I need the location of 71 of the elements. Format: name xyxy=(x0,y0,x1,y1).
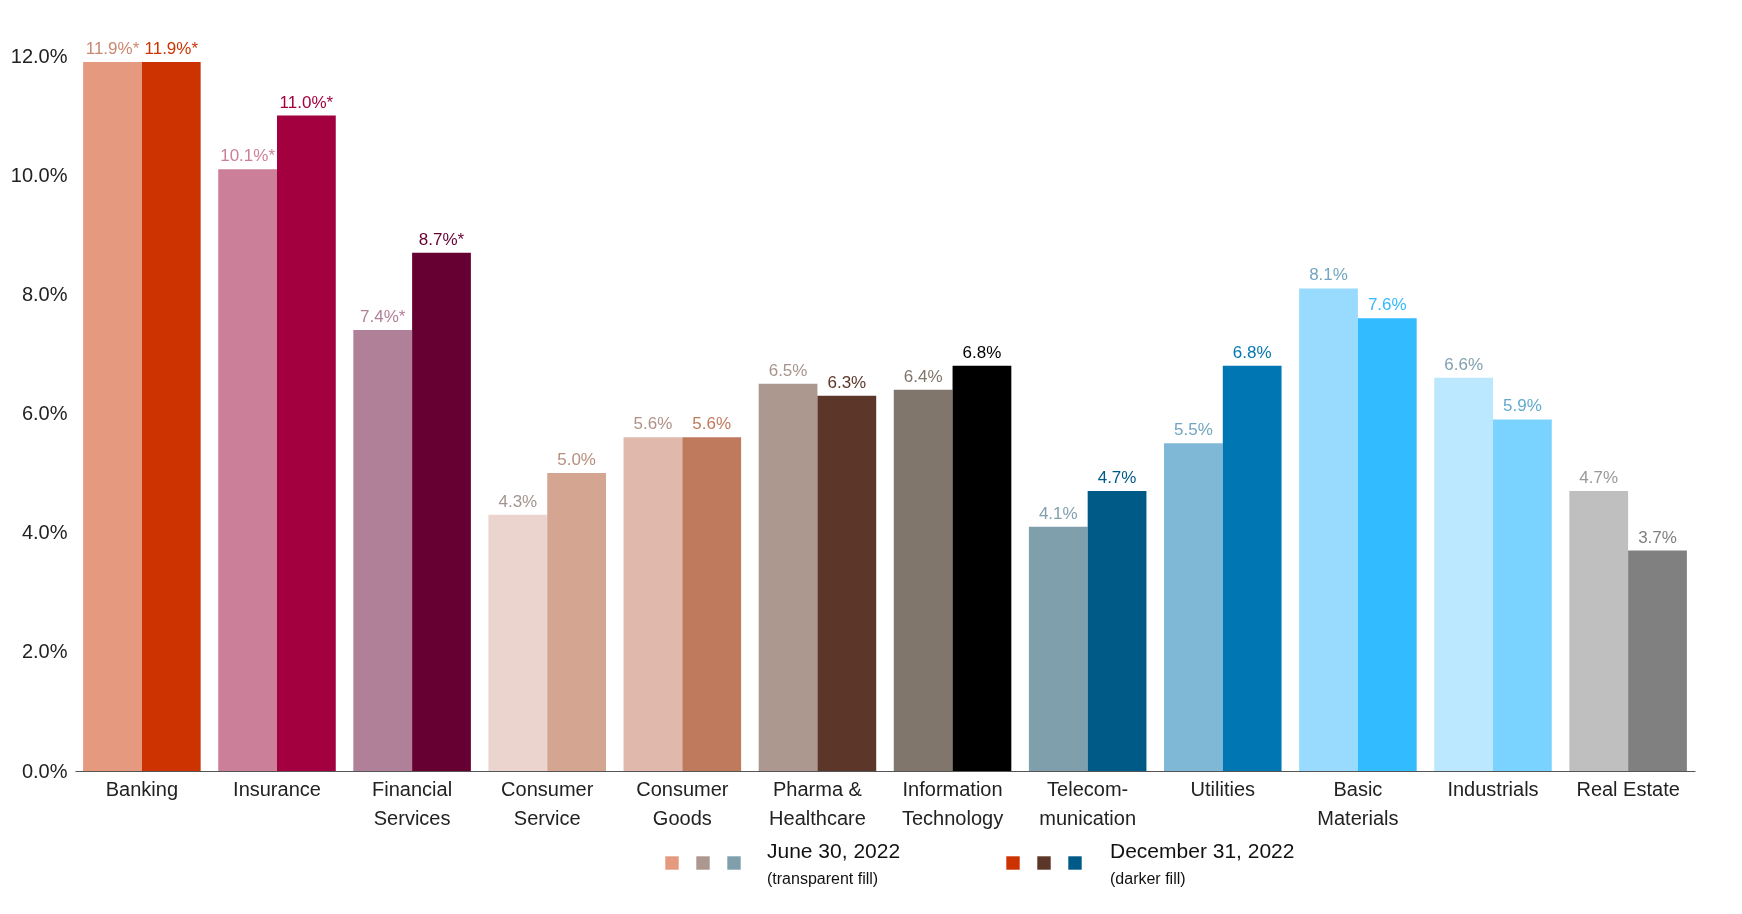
y-tick-label: 8.0% xyxy=(21,282,68,305)
data-label: 4.3% xyxy=(498,491,538,511)
bar xyxy=(893,389,953,771)
bar xyxy=(623,437,683,771)
data-label: 4.7% xyxy=(1579,467,1619,487)
y-tick-label: 10.0% xyxy=(10,163,68,186)
bar xyxy=(412,252,471,771)
bar xyxy=(1087,490,1147,771)
text: (darker fill) xyxy=(1110,870,1186,887)
bar xyxy=(547,473,606,771)
data-label: 6.4% xyxy=(903,366,943,386)
bar xyxy=(1299,288,1358,771)
data-label: 7.4%* xyxy=(360,307,406,327)
bar xyxy=(1222,365,1282,771)
x-tick-label: Industrials xyxy=(1447,777,1539,800)
data-label: 6.8% xyxy=(962,342,1002,362)
data-label: 4.1% xyxy=(1038,503,1078,523)
legend-label: December 31, 2022 xyxy=(1110,839,1295,862)
data-label: 5.9% xyxy=(1503,396,1542,416)
x-tick-label: Utilities xyxy=(1190,777,1256,800)
bar xyxy=(1493,419,1552,771)
data-label: 6.5% xyxy=(768,360,808,380)
data-label: 5.0% xyxy=(557,450,596,470)
x-tick-label: Banking xyxy=(105,777,179,800)
data-label: 11.9%* xyxy=(85,38,140,58)
x-tick-label: Real Estate xyxy=(1576,777,1680,800)
x-tick-label: Insurance xyxy=(233,777,321,800)
text: (transparent fill) xyxy=(767,870,879,887)
x-tick-label: Telecom-munication xyxy=(1039,777,1137,829)
bar xyxy=(353,330,413,771)
data-label: 5.5% xyxy=(1174,420,1213,440)
x-tick-label: Pharma & Healthcare xyxy=(769,777,866,829)
y-tick-label: 6.0% xyxy=(21,402,68,424)
data-label: 7.6% xyxy=(1367,295,1407,315)
y-tick-label: 0.0% xyxy=(21,759,68,782)
x-tick-label: Information Technology xyxy=(901,777,1004,829)
x-tick-label: Consumer Goods xyxy=(636,777,729,829)
bar xyxy=(1569,490,1629,771)
data-label: 10.1%* xyxy=(220,146,276,166)
data-label: 8.1% xyxy=(1309,265,1348,285)
data-label: 6.3% xyxy=(827,372,867,392)
bar xyxy=(758,383,818,771)
bar xyxy=(218,169,277,771)
bar xyxy=(1628,550,1687,771)
bar xyxy=(83,61,142,771)
data-label: 6.8% xyxy=(1232,342,1272,362)
y-tick-label: 4.0% xyxy=(21,521,68,544)
data-label: 4.7% xyxy=(1097,467,1137,487)
bar xyxy=(141,61,201,771)
legend-label: June 30, 2022 xyxy=(767,839,901,862)
bar xyxy=(1028,526,1088,771)
bar xyxy=(488,514,548,771)
x-tick-label: Basic Materials xyxy=(1317,777,1399,829)
x-tick-label: Financial Services xyxy=(372,777,453,829)
bar xyxy=(952,365,1012,771)
data-label: 5.6% xyxy=(633,414,673,434)
bar xyxy=(1434,377,1494,771)
bar xyxy=(1164,443,1223,771)
x-tick-label: Consumer Service xyxy=(501,777,594,829)
bar xyxy=(1357,318,1417,771)
data-label: 3.7% xyxy=(1638,527,1677,547)
bar xyxy=(682,437,742,771)
bar xyxy=(817,395,877,771)
y-tick-label: 12.0% xyxy=(10,44,68,67)
data-label: 8.7%* xyxy=(418,229,465,249)
bar xyxy=(276,115,336,771)
data-label: 11.0%* xyxy=(279,92,334,112)
data-label: 6.6% xyxy=(1444,354,1483,374)
data-label: 11.9%* xyxy=(144,38,199,58)
data-label: 5.6% xyxy=(692,414,732,434)
y-tick-label: 2.0% xyxy=(21,640,68,663)
